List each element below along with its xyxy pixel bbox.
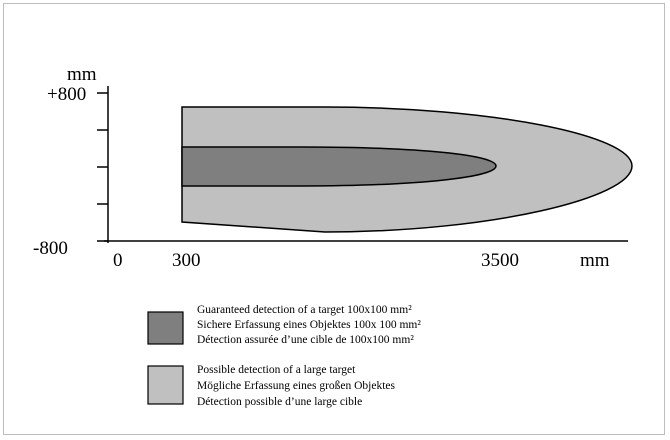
legend-guaranteed-line-3: Détection assurée d’une cible de 100x100… <box>197 334 414 346</box>
x-axis-unit: mm <box>580 250 610 271</box>
x-axis-zero-label: 0 <box>113 250 123 271</box>
y-axis-bottom-label: -800 <box>33 238 68 259</box>
legend-guaranteed-line-1: Guaranteed detection of a target 100x100… <box>197 304 412 316</box>
y-axis-unit: mm <box>67 64 97 85</box>
legend-possible-line-3: Détection possible d’une large cible <box>197 396 362 408</box>
legend-swatch-guaranteed <box>147 311 184 345</box>
y-axis-top-label: +800 <box>47 84 86 105</box>
x-axis-start-label: 300 <box>172 250 201 271</box>
legend-possible-line-1: Possible detection of a large target <box>197 364 356 376</box>
legend-guaranteed-line-2: Sichere Erfassung eines Objektes 100x 10… <box>197 319 421 331</box>
legend-swatch-possible <box>147 365 184 405</box>
x-axis-end-label: 3500 <box>481 250 519 271</box>
legend-possible-line-2: Mögliche Erfassung eines großen Objektes <box>197 380 396 392</box>
guaranteed-detection-zone <box>181 146 497 187</box>
